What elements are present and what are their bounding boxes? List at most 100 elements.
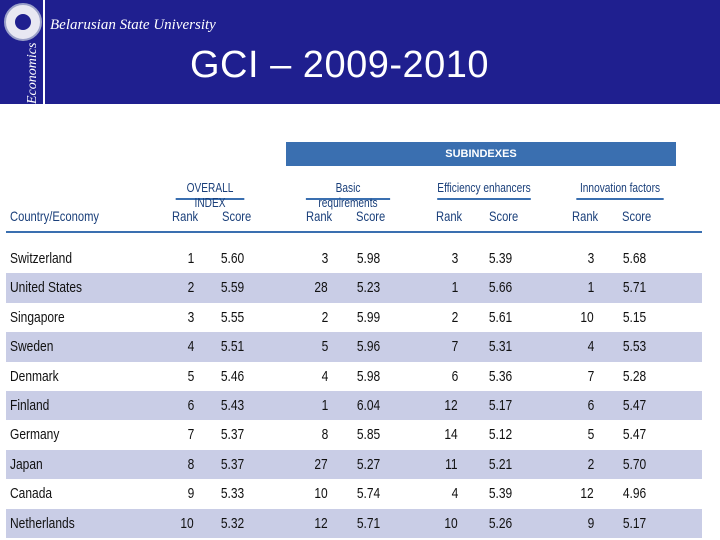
overall-rank-cell: 9: [187, 485, 194, 503]
basic-rank-cell: 5: [321, 338, 328, 356]
eff-rank-cell: 12: [444, 396, 458, 414]
innov-score-cell: 5.53: [622, 338, 646, 356]
overall-score-cell: 5.37: [220, 426, 244, 444]
basic-rank-cell: 4: [321, 367, 328, 385]
innov-score-cell: 5.70: [622, 455, 646, 473]
eff-rank-cell: 2: [451, 308, 458, 326]
eff-rank-cell: 1: [451, 279, 458, 297]
eff-rank-cell: 10: [444, 514, 458, 532]
overall-rank-cell: 1: [187, 250, 194, 267]
eff-rank-cell: 14: [444, 426, 458, 444]
country-cell: Denmark: [10, 367, 59, 385]
basic-score-cell: 5.98: [356, 250, 380, 267]
country-cell: Singapore: [10, 308, 65, 326]
overall-score-cell: 5.60: [220, 250, 244, 267]
innov-rank-cell: 9: [587, 514, 594, 532]
group-basic-requirements: Basic requirements: [305, 180, 391, 210]
table-row: Finland 6 5.43 1 6.04 12 5.17 6 5.47: [6, 390, 702, 421]
innov-rank-cell: 10: [580, 308, 594, 326]
subindexes-banner: SUBINDEXES: [286, 142, 676, 166]
overall-score-cell: 5.46: [220, 367, 244, 385]
overall-score-cell: 5.32: [220, 514, 244, 532]
university-logo-icon: [4, 3, 42, 41]
group-overall-index: OVERALL INDEX: [175, 180, 245, 210]
university-name: Belarusian State University: [50, 17, 216, 33]
eff-rank-cell: 4: [451, 485, 458, 503]
group-efficiency-enhancers: Efficiency enhancers: [437, 180, 531, 200]
eff-score-cell: 5.21: [488, 455, 512, 473]
basic-score-cell: 5.23: [356, 279, 380, 297]
innov-score-cell: 5.47: [622, 396, 646, 414]
table-row: Switzerland 1 5.60 3 5.98 3 5.39 3 5.68: [6, 244, 702, 273]
eff-score-header: Score: [489, 208, 519, 224]
table-row: Netherlands 10 5.32 12 5.71 10 5.26 9 5.17: [6, 508, 702, 538]
eff-score-cell: 5.61: [488, 308, 512, 326]
eff-score-cell: 5.26: [488, 514, 512, 532]
innov-score-header: Score: [622, 208, 652, 224]
overall-rank-cell: 5: [187, 367, 194, 385]
slide-header: Economics Belarusian State University GC…: [0, 0, 720, 104]
slide-title: GCI – 2009-2010: [190, 44, 490, 86]
eff-rank-cell: 3: [451, 250, 458, 267]
overall-rank-cell: 4: [187, 338, 194, 356]
innov-rank-cell: 3: [587, 250, 594, 267]
eff-score-cell: 5.39: [488, 250, 512, 267]
overall-rank-cell: 6: [187, 396, 194, 414]
table-row: Sweden 4 5.51 5 5.96 7 5.31 4 5.53: [6, 332, 702, 362]
eff-score-cell: 5.66: [488, 279, 512, 297]
eff-rank-cell: 11: [445, 455, 458, 473]
table-row: Germany 7 5.37 8 5.85 14 5.12 5 5.47: [6, 420, 702, 449]
basic-score-cell: 5.85: [356, 426, 380, 444]
table-row: Canada 9 5.33 10 5.74 4 5.39 12 4.96: [6, 479, 702, 508]
overall-rank-cell: 10: [180, 514, 194, 532]
table-row: Singapore 3 5.55 2 5.99 2 5.61 10 5.15: [6, 303, 702, 332]
basic-score-cell: 5.74: [356, 485, 380, 503]
eff-score-cell: 5.36: [488, 367, 512, 385]
innov-rank-cell: 4: [587, 338, 594, 356]
innov-rank-header: Rank: [572, 208, 599, 224]
side-label: Economics: [25, 42, 40, 104]
country-cell: Canada: [10, 485, 53, 503]
innov-rank-cell: 12: [580, 485, 594, 503]
basic-rank-cell: 27: [314, 455, 328, 473]
country-cell: Japan: [10, 455, 43, 473]
basic-rank-cell: 1: [321, 396, 328, 414]
overall-rank-cell: 3: [187, 308, 194, 326]
basic-rank-header: Rank: [306, 208, 333, 224]
basic-score-cell: 5.71: [356, 514, 380, 532]
eff-score-cell: 5.31: [488, 338, 512, 356]
table-row: Denmark 5 5.46 4 5.98 6 5.36 7 5.28: [6, 362, 702, 391]
innov-score-cell: 5.71: [622, 279, 646, 297]
overall-score-header: Score: [222, 208, 252, 224]
overall-rank-cell: 7: [187, 426, 194, 444]
overall-rank-header: Rank: [172, 208, 199, 224]
overall-score-cell: 5.59: [220, 279, 244, 297]
overall-score-cell: 5.55: [220, 308, 244, 326]
innov-score-cell: 5.68: [622, 250, 646, 267]
overall-score-cell: 5.37: [220, 455, 244, 473]
innov-score-cell: 5.15: [622, 308, 646, 326]
country-cell: Sweden: [10, 338, 54, 356]
innov-score-cell: 5.28: [622, 367, 646, 385]
header-divider: [43, 0, 45, 104]
basic-score-cell: 6.04: [356, 396, 380, 414]
innov-score-cell: 5.47: [622, 426, 646, 444]
eff-rank-cell: 7: [451, 338, 458, 356]
overall-rank-cell: 2: [187, 279, 194, 297]
country-column-header: Country/Economy: [10, 208, 100, 224]
header-rule: [6, 231, 702, 233]
innov-score-cell: 4.96: [622, 485, 646, 503]
eff-rank-cell: 6: [451, 367, 458, 385]
overall-score-cell: 5.43: [220, 396, 244, 414]
eff-rank-header: Rank: [436, 208, 463, 224]
country-cell: Finland: [10, 396, 50, 414]
overall-score-cell: 5.33: [220, 485, 244, 503]
basic-rank-cell: 28: [314, 279, 328, 297]
eff-score-cell: 5.39: [488, 485, 512, 503]
eff-score-cell: 5.17: [488, 396, 512, 414]
basic-score-cell: 5.98: [356, 367, 380, 385]
country-cell: Germany: [10, 426, 60, 444]
innov-score-cell: 5.17: [622, 514, 646, 532]
innov-rank-cell: 1: [587, 279, 594, 297]
basic-score-header: Score: [356, 208, 386, 224]
